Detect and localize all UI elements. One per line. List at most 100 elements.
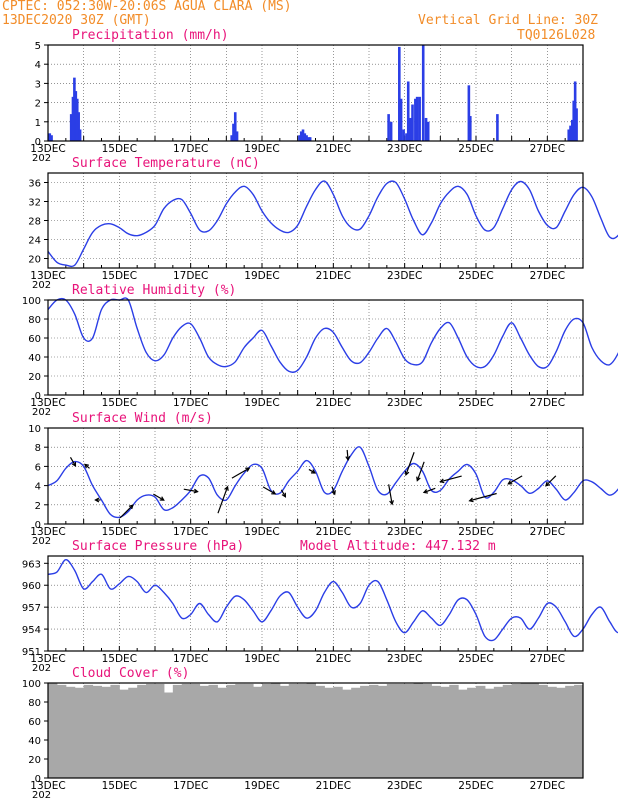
cloud-cover-bar <box>360 685 370 778</box>
precip-bar <box>573 81 577 141</box>
panel-frame-humidity <box>47 299 584 396</box>
cloud-cover-bar <box>155 683 165 778</box>
cloud-cover-bar <box>288 683 299 778</box>
cloud-cover-bar <box>574 684 583 778</box>
y-tick-label: 960 <box>22 581 41 592</box>
wind-arrow-head <box>404 470 410 476</box>
wind-arrow <box>231 467 250 479</box>
x-year-label: 202 <box>32 153 51 164</box>
precip-bar <box>305 135 308 141</box>
cloud-cover-bar <box>449 684 459 778</box>
cloud-cover-bar <box>493 686 504 778</box>
panel-title-precipitation: Precipitation (mm/h) <box>72 28 229 43</box>
wind-arrow <box>153 493 165 501</box>
panel-frame-pressure <box>47 555 584 652</box>
cloud-cover-bar <box>306 683 316 778</box>
wind-arrow-head <box>71 461 77 468</box>
cloud-cover-bar <box>226 684 236 778</box>
cloud-cover-bar <box>146 683 156 778</box>
x-tick-label: 15DEC <box>102 270 137 282</box>
humidity-series-line <box>47 297 618 373</box>
wind-arrow-head <box>422 489 429 494</box>
y-tick-label: 5 <box>35 41 41 52</box>
cloud-cover-bar <box>163 692 174 778</box>
cloud-cover-bar <box>386 683 397 778</box>
precip-bar <box>71 96 75 141</box>
precip-bar <box>468 116 472 141</box>
wind-arrow-head <box>545 481 550 487</box>
wind-arrow-head <box>439 478 445 484</box>
precip-bar <box>308 137 312 141</box>
precip-bar <box>424 117 428 141</box>
y-tick-label: 20 <box>28 255 41 266</box>
y-tick-label: 20 <box>28 372 41 383</box>
y-tick-label: 957 <box>22 603 41 614</box>
y-tick-label: 10 <box>28 424 41 435</box>
x-tick-label: 13DEC <box>30 780 65 792</box>
wind-arrow-head <box>159 496 165 501</box>
x-tick-label: 23DEC <box>387 653 422 665</box>
cloud-cover-bar <box>190 683 201 778</box>
cloud-cover-bar <box>74 687 85 778</box>
wind-arrow-head <box>416 476 421 482</box>
precip-bar <box>73 77 76 141</box>
wind-arrow <box>346 449 349 460</box>
x-tick-label: 23DEC <box>387 780 422 792</box>
wind-arrow <box>262 486 276 495</box>
x-tick-label: 13DEC <box>30 143 65 155</box>
panel-title-temperature: Surface Temperature (nC) <box>72 156 260 171</box>
cloud-cover-bar <box>529 683 539 778</box>
wind-arrow <box>423 487 436 494</box>
header-station: CPTEC: 052:30W-20:06S AGUA CLARA (MS) <box>2 0 292 14</box>
x-year-label: 202 <box>32 663 51 674</box>
panel-frame-cloud-cover <box>47 682 584 779</box>
x-tick-label: 23DEC <box>387 143 422 155</box>
cloud-cover-bar <box>547 686 557 778</box>
precip-bar <box>230 135 233 141</box>
cloud-cover-bar <box>333 686 343 778</box>
x-tick-label: 25DEC <box>458 780 493 792</box>
cloud-cover-bar <box>217 687 227 778</box>
x-tick-label: 13DEC <box>30 526 65 538</box>
header-grid-note: Vertical Grid Line: 30Z <box>418 13 599 28</box>
x-tick-label: 27DEC <box>530 780 565 792</box>
precip-bar <box>235 131 239 141</box>
precip-bar <box>399 98 403 141</box>
wind-arrow-head <box>281 492 287 498</box>
cloud-cover-bar <box>315 685 325 778</box>
x-tick-label: 21DEC <box>316 397 351 409</box>
x-tick-label: 25DEC <box>458 397 493 409</box>
cloud-cover-bar <box>119 689 129 778</box>
temperature-series-line <box>47 180 618 268</box>
y-tick-label: 2 <box>35 99 41 110</box>
precip-bar <box>575 108 578 141</box>
panel-title-wind: Surface Wind (m/s) <box>72 411 213 426</box>
x-tick-label: 27DEC <box>530 653 565 665</box>
wind-arrow <box>388 484 393 505</box>
y-tick-label: 20 <box>28 755 41 766</box>
y-tick-label: 6 <box>35 462 41 473</box>
y-tick-label: 954 <box>22 625 41 636</box>
x-tick-label: 21DEC <box>316 780 351 792</box>
wind-arrow-head <box>245 467 251 472</box>
wind-arrow-head <box>507 480 513 485</box>
precip-bar <box>78 129 82 141</box>
x-tick-label: 17DEC <box>173 270 208 282</box>
cloud-cover-bar <box>270 683 281 778</box>
x-year-label: 202 <box>32 407 51 418</box>
cloud-cover-bar <box>377 685 388 778</box>
precip-bar <box>48 133 52 141</box>
x-tick-label: 19DEC <box>244 397 279 409</box>
panel-frame-temperature <box>47 172 584 269</box>
y-tick-label: 0 <box>35 520 41 531</box>
precip-bar <box>387 114 390 141</box>
precip-bar <box>75 98 79 141</box>
cloud-cover-bar <box>324 687 334 778</box>
x-tick-label: 21DEC <box>316 653 351 665</box>
precip-bar <box>572 100 576 141</box>
cloud-cover-bar <box>101 686 111 778</box>
y-tick-label: 2 <box>35 501 41 512</box>
precip-bar <box>307 137 310 141</box>
precip-bar <box>77 112 80 141</box>
cloud-cover-bar <box>422 683 432 778</box>
